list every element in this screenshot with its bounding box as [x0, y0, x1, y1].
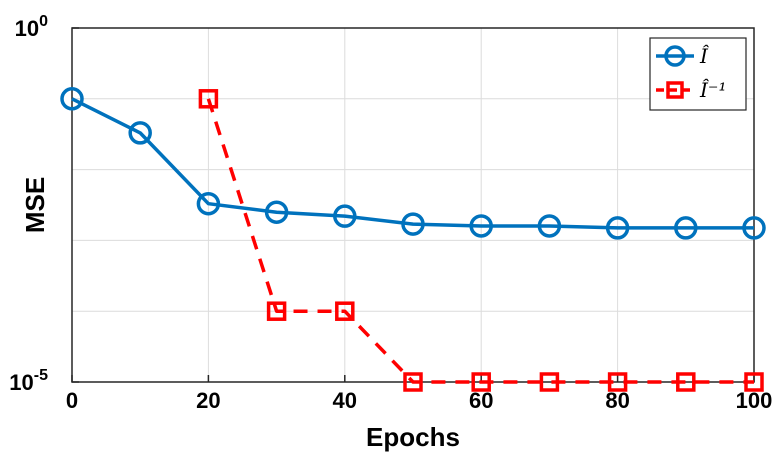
data-point-square: [266, 301, 287, 321]
data-point-square: [403, 372, 423, 392]
data-point-circle: [605, 216, 630, 240]
x-tick-label: 20: [196, 388, 220, 413]
data-point-square: [607, 372, 628, 392]
y-tick-label: 100: [15, 13, 48, 41]
data-point-square: [744, 372, 764, 392]
x-ticks: 0 20 40 60 80 100: [66, 375, 772, 413]
series-group: [60, 87, 766, 392]
data-point-circle: [60, 87, 84, 111]
legend-marker-square: [666, 81, 684, 99]
data-point-square: [471, 372, 491, 392]
data-point-circle: [469, 214, 493, 238]
data-point-circle: [128, 121, 152, 145]
x-tick-label: 60: [469, 388, 493, 413]
y-ticks: 100 10-5: [9, 13, 79, 395]
data-point-square: [676, 372, 696, 392]
data-point-square: [335, 301, 355, 321]
series-line-1: [206, 98, 754, 384]
data-point-circle: [196, 191, 221, 216]
legend-marker-circle: [664, 45, 686, 67]
legend: Î Î⁻¹: [649, 37, 747, 111]
series-line-0: [71, 97, 754, 230]
x-tick-label: 0: [66, 388, 78, 413]
x-tick-label: 40: [333, 388, 357, 413]
data-point-circle: [742, 216, 766, 240]
x-tick-label: 80: [605, 388, 629, 413]
data-point-circle: [674, 216, 698, 240]
data-point-circle: [537, 214, 562, 238]
legend-label: Î: [699, 44, 710, 68]
y-tick-label: 10-5: [9, 367, 48, 395]
data-point-circle: [401, 212, 425, 236]
y-axis-label: MSE: [20, 177, 50, 233]
x-axis-label: Epochs: [366, 422, 460, 452]
legend-box: [649, 37, 747, 111]
legend-label: Î⁻¹: [699, 78, 726, 102]
x-tick-label: 100: [736, 388, 773, 413]
data-point-circle: [264, 200, 289, 224]
data-point-square: [198, 89, 219, 109]
data-point-circle: [333, 204, 357, 228]
data-point-square: [539, 372, 560, 392]
